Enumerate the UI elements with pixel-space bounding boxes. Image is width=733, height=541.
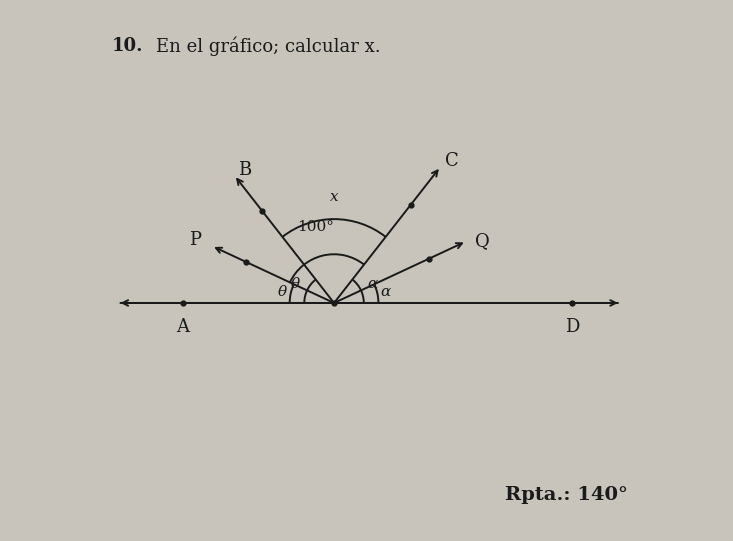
Text: A: A [176, 318, 189, 337]
Text: P: P [189, 232, 202, 249]
Text: 10.: 10. [112, 37, 144, 55]
Text: θ: θ [279, 285, 287, 299]
Text: x: x [330, 190, 339, 204]
Text: Rpta.: 140°: Rpta.: 140° [505, 486, 628, 504]
Text: α: α [380, 285, 391, 299]
Text: α: α [368, 277, 378, 291]
Text: B: B [238, 161, 251, 179]
Text: D: D [565, 318, 579, 337]
Text: 100°: 100° [297, 220, 334, 234]
Text: Q: Q [475, 232, 490, 250]
Text: θ: θ [290, 277, 300, 291]
Text: C: C [445, 152, 458, 170]
Text: En el gráfico; calcular x.: En el gráfico; calcular x. [155, 36, 380, 56]
